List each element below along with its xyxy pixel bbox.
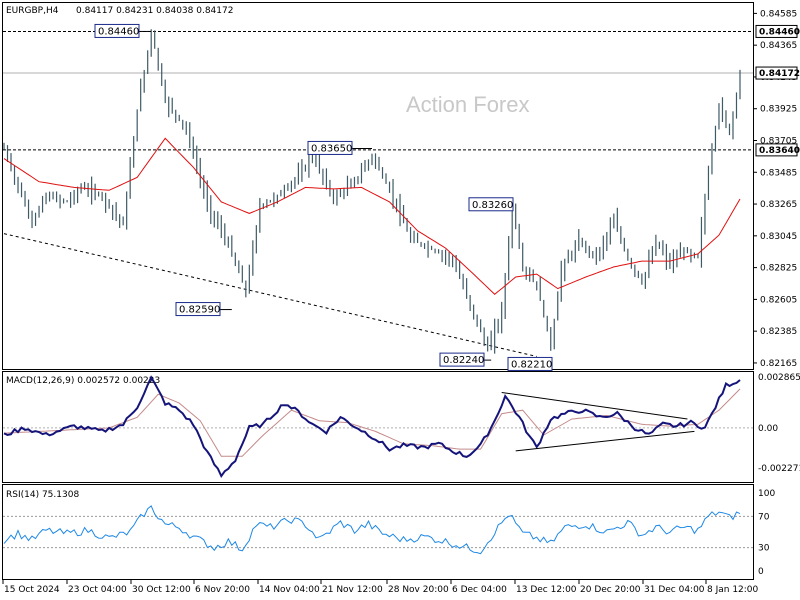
price-callout: 0.83650 (307, 140, 372, 155)
callout-box (175, 302, 221, 317)
callout-box (307, 140, 353, 155)
macd-label: MACD(12,26,9) 0.002572 0.00223 (6, 376, 160, 386)
macd-panel: 0.002865 0.00 -0.002271 (3, 373, 800, 478)
rsi-tick-label: 70 (758, 512, 770, 522)
callout-box (468, 197, 514, 212)
callout-label: 0.82210 (511, 359, 552, 370)
callout-box (94, 23, 140, 38)
support-trendline (3, 233, 537, 357)
panel-frames (2, 2, 754, 580)
price-tick-label: 0.82825 (760, 264, 797, 274)
time-tick-label: 6 Nov 20:00 (195, 585, 250, 595)
macd-tick-label: -0.002271 (758, 464, 800, 474)
price-tick-label: 0.83045 (760, 232, 797, 242)
price-bars (3, 29, 741, 354)
rsi-tick-label: 0 (758, 567, 764, 577)
moving-average-line (3, 137, 741, 295)
time-tick-label: 8 Jan 12:00 (707, 585, 759, 595)
macd-line (3, 375, 741, 478)
price-tick-label: 0.83265 (760, 200, 797, 210)
time-axis: 15 Oct 2024 23 Oct 04:00 30 Oct 12:00 6 Nov… (2, 580, 759, 595)
time-tick-label: 30 Oct 12:00 (132, 585, 191, 595)
price-axis: 0.845850.843650.841450.839250.837050.834… (753, 9, 797, 369)
price-tick-label: 0.82605 (760, 295, 797, 305)
callout-label: 0.83260 (472, 200, 513, 211)
price-tick-label: 0.83485 (760, 168, 797, 178)
price-callouts: 0.84460 0.83650 0.83260 0.82590 0.82240 0.822… (94, 23, 553, 371)
moving-average-line (3, 137, 741, 295)
time-tick-label: 13 Dec 12:00 (516, 585, 577, 595)
time-tick-label: 23 Oct 04:00 (68, 585, 127, 595)
rsi-label: RSI(14) 75.1308 (6, 490, 79, 500)
macd-tick-label: 0.00 (758, 424, 778, 434)
watermark-text: Action Forex (406, 92, 530, 117)
price-tag-box (755, 143, 798, 157)
price-callout: 0.84460 (94, 23, 152, 38)
price-tag-label: 0.84172 (759, 69, 800, 79)
macd-triangle-line (515, 430, 695, 452)
price-callout: 0.82590 (175, 302, 232, 317)
callout-box (439, 352, 485, 367)
time-tick-label: 21 Nov 12:00 (322, 585, 383, 595)
callout-label: 0.82590 (179, 305, 220, 316)
price-tags: 0.84460 0.84172 0.83640 (755, 24, 800, 157)
time-tick-label: 6 Dec 04:00 (452, 585, 507, 595)
macd-tick-label: 0.002865 (758, 373, 800, 383)
macd-triangle-line (501, 391, 688, 420)
price-tick-label: 0.83705 (760, 137, 797, 147)
rsi-line (3, 505, 741, 555)
time-tick-label: 28 Nov 20:00 (388, 585, 449, 595)
time-tick-label: 31 Dec 04:00 (644, 585, 705, 595)
price-callout: 0.82210 (507, 356, 553, 371)
callout-box (507, 356, 553, 371)
time-tick-label: 20 Dec 20:00 (580, 585, 641, 595)
support-trendline (3, 233, 537, 357)
chart-symbol: EURGBP,H4 (6, 6, 59, 16)
callout-label: 0.84460 (98, 26, 139, 37)
time-tick-label: 14 Nov 04:00 (259, 585, 320, 595)
callout-label: 0.83650 (311, 143, 352, 154)
time-tick-label: 15 Oct 2024 (4, 585, 60, 595)
price-callout: 0.82240 (439, 352, 492, 367)
price-tick-label: 0.82385 (760, 327, 797, 337)
price-tick-label: 0.83925 (760, 105, 797, 115)
chart-ohlc: 0.84117 0.84231 0.84038 0.84172 (76, 6, 233, 16)
price-callout: 0.83260 (468, 197, 514, 212)
price-tick-label: 0.84585 (760, 9, 797, 19)
price-tag-label: 0.83640 (759, 146, 800, 156)
callout-label: 0.82240 (443, 355, 484, 366)
price-tag-box (755, 66, 798, 80)
rsi-tick-label: 30 (758, 544, 770, 554)
price-tick-label: 0.84365 (760, 41, 797, 51)
macd-signal-line (3, 388, 741, 457)
rsi-panel: 100 70 30 0 (3, 489, 775, 577)
price-tag-box (755, 24, 798, 38)
price-tick-label: 0.82165 (760, 359, 797, 369)
rsi-tick-label: 100 (758, 489, 775, 499)
price-tag-label: 0.84460 (759, 27, 800, 37)
